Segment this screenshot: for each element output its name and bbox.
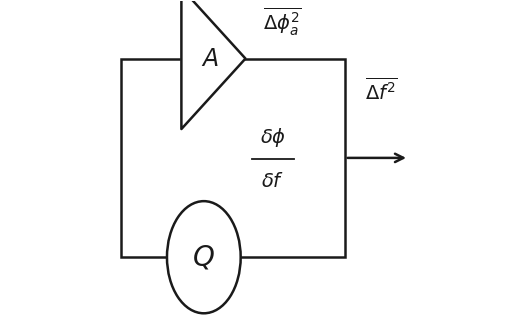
- Ellipse shape: [167, 201, 241, 313]
- Polygon shape: [181, 0, 245, 129]
- Bar: [120, 59, 345, 257]
- Text: A: A: [202, 47, 218, 71]
- Text: $\overline{\Delta\phi_a^{2}}$: $\overline{\Delta\phi_a^{2}}$: [263, 5, 302, 38]
- Text: Q: Q: [193, 243, 215, 271]
- Text: $\overline{\Delta f^{2}}$: $\overline{\Delta f^{2}}$: [365, 77, 398, 104]
- Text: $\delta f$: $\delta f$: [261, 172, 285, 191]
- Text: $\delta\phi$: $\delta\phi$: [259, 126, 286, 148]
